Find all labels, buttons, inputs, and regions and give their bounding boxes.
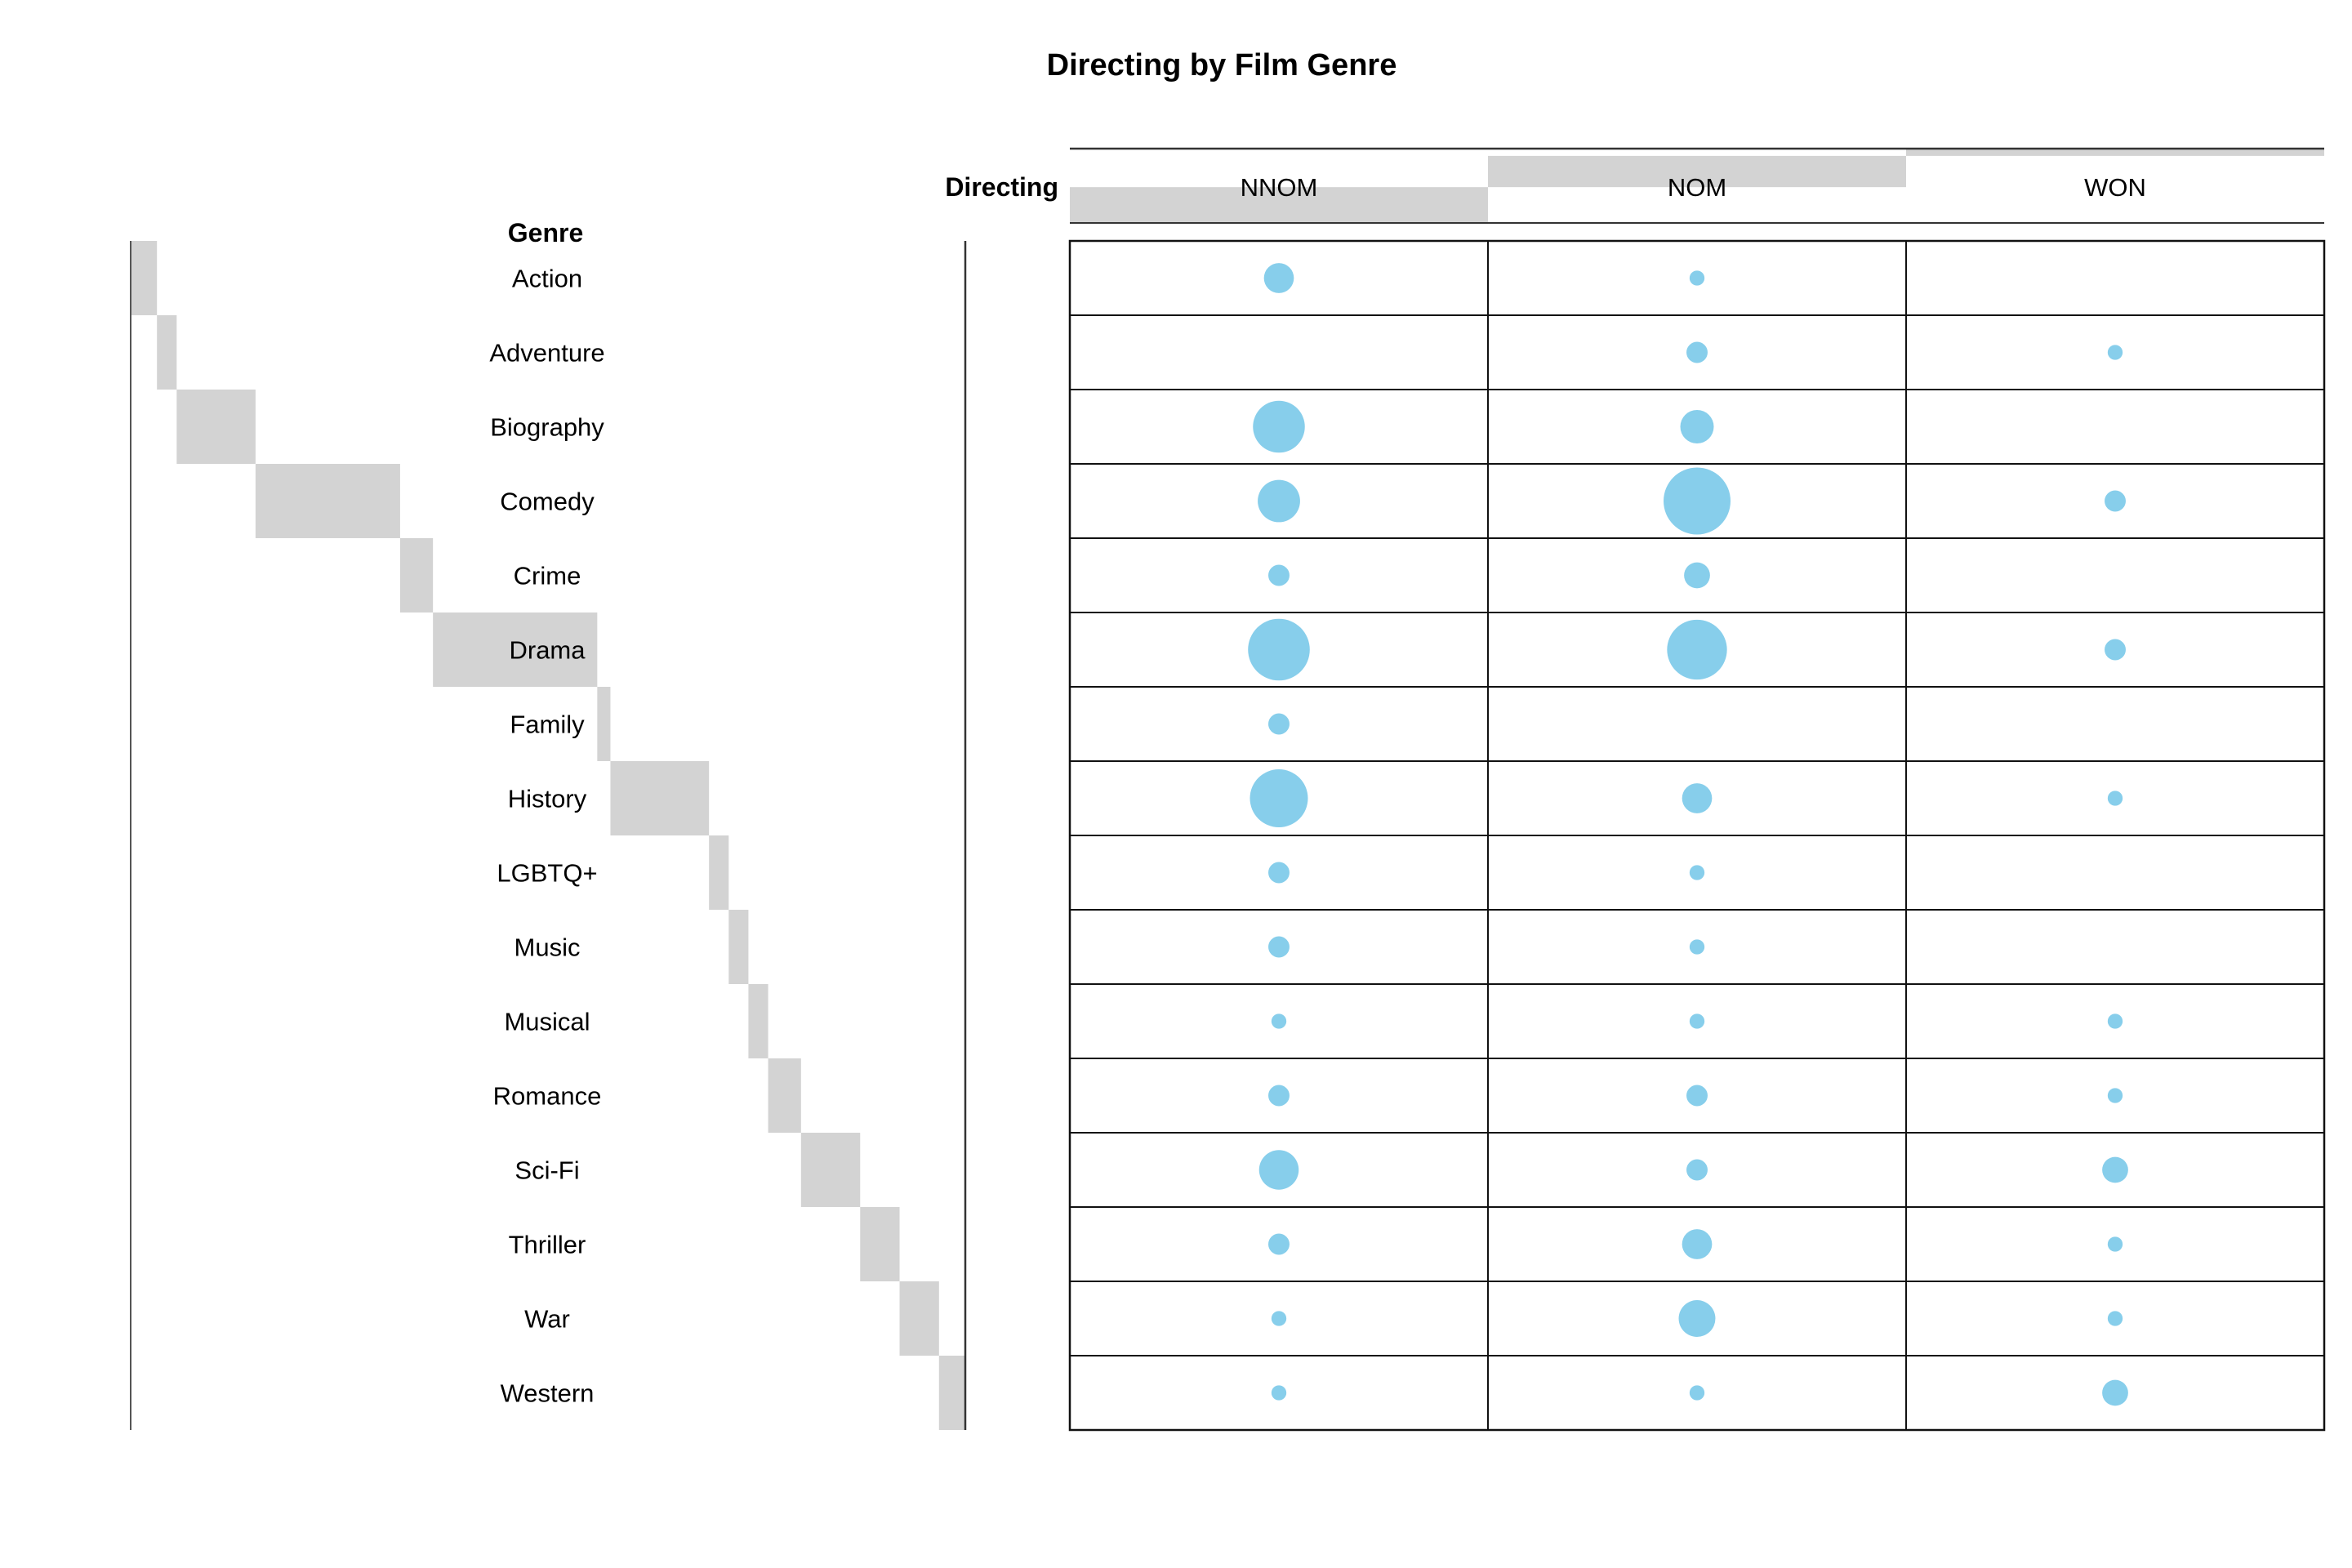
row-marginal-bar-thriller <box>860 1207 900 1281</box>
row-marginal-bar-lgbtq <box>709 835 729 910</box>
bubble-romance-nnom <box>1268 1085 1290 1107</box>
row-marginal-bar-action <box>131 241 158 315</box>
row-label-history: History <box>508 785 587 813</box>
bubble-romance-won <box>2107 1088 2123 1103</box>
row-marginal-bar-adventure <box>157 315 177 390</box>
chart-title: Directing by Film Genre <box>1047 48 1397 82</box>
bubble-action-nnom <box>1263 263 1294 293</box>
row-label-crime: Crime <box>514 562 581 590</box>
row-marginal-bar-history <box>610 761 710 835</box>
row-marginal-bar-family <box>597 687 611 761</box>
bubble-history-nnom <box>1250 768 1308 828</box>
bubble-war-nom <box>1678 1300 1716 1337</box>
bubble-lgbtq-nnom <box>1268 862 1290 884</box>
bubble-drama-won <box>2105 639 2126 661</box>
row-labels: Action Adventure Biography Comedy Crime Drama… <box>489 265 604 1408</box>
bubble-musical-won <box>2107 1013 2123 1029</box>
row-marginal-bar-drama <box>433 612 598 687</box>
row-marginal-bar-musical <box>748 984 768 1058</box>
row-marginal-bar-biography <box>176 390 256 464</box>
row-label-music: Music <box>514 933 581 962</box>
bubble-history-won <box>2107 791 2123 806</box>
col-header-label: Directing <box>945 172 1058 202</box>
bubble-crime-nnom <box>1268 564 1290 586</box>
bubble-biography-nom <box>1680 410 1714 443</box>
row-label-family: Family <box>510 710 585 739</box>
bubble-war-won <box>2107 1311 2123 1326</box>
bubble-thriller-won <box>2107 1236 2123 1252</box>
bubble-crime-nom <box>1684 562 1710 589</box>
row-marginal-bar-music <box>728 910 749 984</box>
row-label-action: Action <box>512 265 582 293</box>
row-label-comedy: Comedy <box>500 488 595 516</box>
bubble-drama-nnom <box>1248 618 1310 681</box>
bubble-thriller-nom <box>1682 1229 1713 1259</box>
row-header-label: Genre <box>508 218 583 247</box>
bubble-sci-fi-nnom <box>1258 1150 1299 1190</box>
bubble-history-nom <box>1682 783 1713 813</box>
row-label-adventure: Adventure <box>489 339 604 368</box>
column-label-nom: NOM <box>1668 173 1726 202</box>
row-label-war: War <box>524 1305 570 1334</box>
bubble-action-nom <box>1689 270 1705 286</box>
bubble-musical-nnom <box>1271 1013 1287 1029</box>
col-marginal-bar-nnom <box>1070 187 1488 223</box>
bubble-adventure-nom <box>1686 341 1708 363</box>
column-label-nnom: NNOM <box>1241 173 1318 202</box>
row-label-western: Western <box>501 1379 595 1408</box>
bubble-adventure-won <box>2107 345 2123 360</box>
bubble-biography-nnom <box>1253 400 1305 453</box>
bubble-drama-nom <box>1667 619 1727 680</box>
bubble-comedy-nnom <box>1258 479 1300 523</box>
row-marginal-bar-romance <box>768 1058 801 1133</box>
bubble-family-nnom <box>1268 713 1290 735</box>
row-marginal <box>130 241 967 1430</box>
bubbles <box>1248 263 2128 1406</box>
bubble-music-nom <box>1689 939 1705 955</box>
row-label-romance: Romance <box>493 1082 602 1111</box>
bubble-comedy-won <box>2105 490 2126 512</box>
row-marginal-bar-sci-fi <box>800 1133 861 1207</box>
row-marginal-bar-war <box>899 1281 939 1356</box>
bubble-comedy-nom <box>1664 467 1731 535</box>
bubble-western-nom <box>1689 1385 1705 1401</box>
bubble-war-nnom <box>1271 1311 1287 1326</box>
bubble-western-won <box>2102 1379 2128 1406</box>
row-label-lgbtq: LGBTQ+ <box>497 859 597 888</box>
bubble-sci-fi-won <box>2102 1156 2128 1183</box>
bubble-sci-fi-nom <box>1686 1159 1708 1181</box>
table-grid <box>1068 239 2326 1432</box>
row-label-sci-fi: Sci-Fi <box>514 1156 579 1185</box>
row-label-musical: Musical <box>504 1008 590 1036</box>
col-marginal <box>1070 147 2324 224</box>
row-marginal-bar-comedy <box>255 464 400 538</box>
row-label-drama: Drama <box>509 636 586 665</box>
bubble-musical-nom <box>1689 1013 1705 1029</box>
column-labels: NNOM NOM WON <box>1241 173 2146 202</box>
bubble-romance-nom <box>1686 1085 1708 1107</box>
col-marginal-bar-won <box>1906 149 2324 156</box>
column-label-won: WON <box>2084 173 2146 202</box>
row-marginal-bar-crime <box>399 538 434 612</box>
bubble-lgbtq-nom <box>1689 865 1705 880</box>
row-label-thriller: Thriller <box>509 1231 586 1259</box>
bubble-music-nnom <box>1268 936 1290 958</box>
bubble-western-nnom <box>1271 1385 1287 1401</box>
row-label-biography: Biography <box>490 413 604 442</box>
row-marginal-bar-western <box>938 1356 965 1430</box>
col-marginal-bar-nom <box>1488 155 1906 188</box>
bubble-thriller-nnom <box>1268 1233 1290 1255</box>
